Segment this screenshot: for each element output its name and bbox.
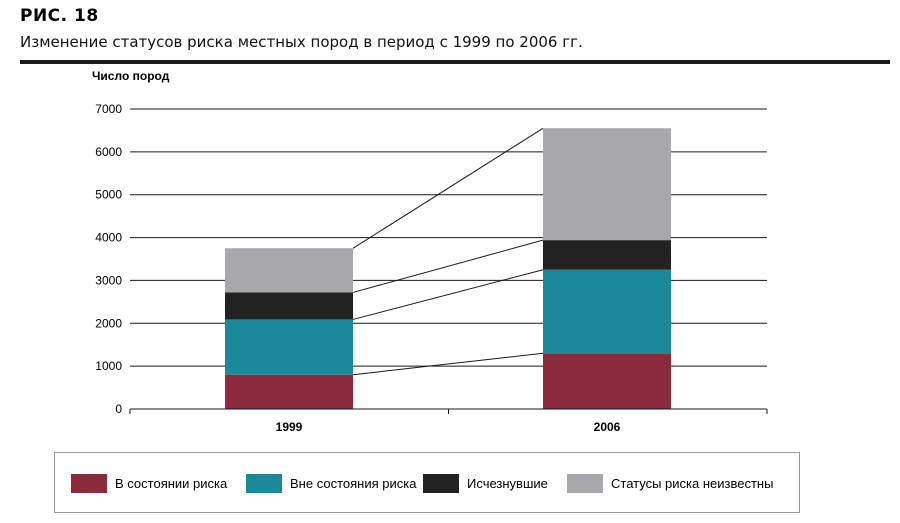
- legend-item: Вне состояния риска: [246, 473, 416, 493]
- connector-line: [352, 269, 544, 320]
- stacked-bar-chart: 0 1000 2000 3000 4000 5000 6000 7000 1999 2006 Чи…: [92, 69, 768, 434]
- y-axis-label: Число пород: [92, 69, 170, 83]
- legend-swatch: [71, 473, 107, 493]
- title-rule: [20, 60, 890, 64]
- bar-segment: [543, 269, 671, 354]
- bar-segment: [225, 248, 353, 293]
- figure-label: РИС. 18: [20, 6, 99, 26]
- y-tick-label: 1000: [95, 359, 122, 373]
- y-tick-label: 7000: [95, 102, 122, 116]
- bar-segment: [543, 353, 671, 409]
- axes: 0 1000 2000 3000 4000 5000 6000 7000 1999 2006: [95, 102, 768, 434]
- y-tick-label: 3000: [95, 273, 122, 287]
- y-tick-label: 5000: [95, 188, 122, 202]
- connector-line: [352, 239, 544, 293]
- y-tick-label: 6000: [95, 145, 122, 159]
- legend-label: Статусы риска неизвестны: [611, 475, 774, 491]
- connector-line: [352, 352, 544, 376]
- legend-item: Исчезнувшие: [423, 473, 548, 493]
- figure-title: Изменение статусов риска местных пород в…: [20, 33, 583, 51]
- legend-swatch: [246, 473, 282, 493]
- bar-segment: [543, 128, 671, 241]
- bar-segment: [225, 292, 353, 320]
- legend-label: Исчезнувшие: [467, 475, 548, 491]
- legend: В состоянии риска Вне состояния риска Исче…: [54, 452, 800, 513]
- legend-label: Вне состояния риска: [290, 475, 417, 491]
- legend-swatch: [567, 473, 603, 493]
- bar-segment: [225, 319, 353, 375]
- legend-label: В состоянии риска: [115, 475, 228, 491]
- bar-segment: [543, 240, 671, 270]
- legend-item: Статусы риска неизвестны: [567, 473, 773, 493]
- legend-swatch: [423, 473, 459, 493]
- connector-lines: [352, 127, 544, 376]
- connector-line: [352, 127, 544, 249]
- x-tick-label: 1999: [276, 420, 303, 434]
- y-tick-label: 4000: [95, 231, 122, 245]
- bar-segment: [225, 374, 353, 409]
- legend-item: В состоянии риска: [71, 473, 227, 493]
- x-tick-label: 2006: [594, 420, 621, 434]
- bars: [225, 128, 671, 409]
- y-tick-label: 2000: [95, 316, 122, 330]
- y-tick-label: 0: [115, 402, 122, 416]
